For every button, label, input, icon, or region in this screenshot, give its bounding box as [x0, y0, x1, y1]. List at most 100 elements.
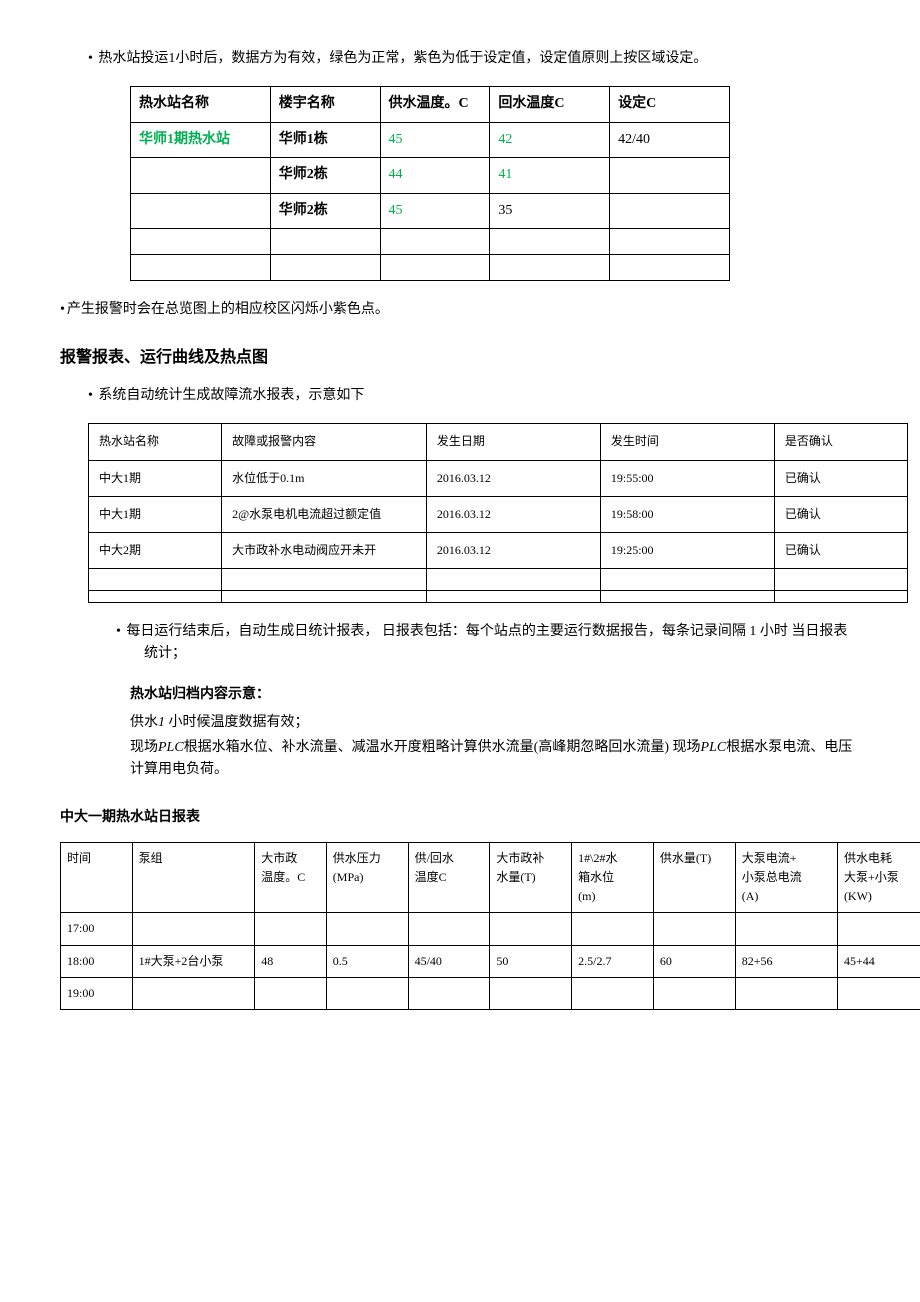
archive-l1c: 小时候温度数据有效；: [165, 715, 309, 730]
t3-h5: 供/回水 温度C: [408, 842, 490, 913]
table1-row: [131, 228, 730, 254]
archive-l2a: 现场: [130, 740, 158, 755]
intro-text: 热水站投运1小时后，数据方为有效，绿色为正常，紫色为低于设定值，设定值原则上按区…: [98, 51, 707, 66]
t3-temp: [255, 977, 327, 1009]
t1-set: 42/40: [610, 122, 730, 157]
section2-intro: 系统自动统计生成故障流水报表，示意如下: [88, 385, 860, 407]
table1-row: 华师2栋 45 35: [131, 193, 730, 228]
archive-l2b: PLC: [158, 740, 184, 755]
t3-h9: 大泵电流+ 小泵总电流 (A): [735, 842, 837, 913]
t3-h2: 泵组: [132, 842, 255, 913]
t3-level: [572, 913, 654, 945]
t3-supp: 50: [490, 945, 572, 977]
t3-amp: 82+56: [735, 945, 837, 977]
t1-supply: 45: [380, 122, 490, 157]
t3-h7: 1#\2#水 箱水位 (m): [572, 842, 654, 913]
t2-e: 已确认: [774, 460, 907, 496]
section2-intro-text: 系统自动统计生成故障流水报表，示意如下: [98, 388, 364, 403]
t3-kw: [837, 977, 920, 1009]
archive-l1b: 1: [158, 715, 165, 730]
t1-h2: 楼宇名称: [270, 87, 380, 122]
table1-row: 华师2栋 44 41: [131, 158, 730, 193]
alarm-note-paragraph: 产生报警时会在总览图上的相应校区闪烁小紫色点。: [60, 299, 860, 321]
t1-set: [610, 158, 730, 193]
t3-srt: [408, 977, 490, 1009]
t1-h3: 供水温度。C: [380, 87, 490, 122]
table1-row: 华师1期热水站 华师1栋 45 42 42/40: [131, 122, 730, 157]
t2-c: 2016.03.12: [426, 496, 600, 532]
t3-level: 2.5/2.7: [572, 945, 654, 977]
t1-station: 华师1期热水站: [131, 122, 271, 157]
table3-row: 18:00 1#大泵+2台小泵 48 0.5 45/40 50 2.5/2.7 …: [61, 945, 920, 977]
t3-press: [326, 977, 408, 1009]
table3-row: 19:00: [61, 977, 920, 1009]
archive-title: 热水站归档内容示意：: [130, 684, 860, 706]
t3-h8: 供水量(T): [653, 842, 735, 913]
t1-return: 35: [490, 193, 610, 228]
section-title: 报警报表、运行曲线及热点图: [60, 345, 860, 371]
t2-c: 2016.03.12: [426, 532, 600, 568]
t3-amp: [735, 913, 837, 945]
t3-supp: [490, 913, 572, 945]
t3-pump: [132, 913, 255, 945]
table1-header-row: 热水站名称 楼宇名称 供水温度。C 回水温度C 设定C: [131, 87, 730, 122]
t3-press: [326, 913, 408, 945]
t3-level: [572, 977, 654, 1009]
table3-header-row: 时间 泵组 大市政 温度。C 供水压力 (MPa) 供/回水 温度C 大市政补 …: [61, 842, 920, 913]
t1-supply: 45: [380, 193, 490, 228]
t3-pump: [132, 977, 255, 1009]
t2-d: 19:58:00: [600, 496, 774, 532]
t3-vol: [653, 913, 735, 945]
t2-c: 2016.03.12: [426, 460, 600, 496]
table3-title: 中大一期热水站日报表: [60, 807, 860, 829]
bullet-icon: [60, 302, 67, 317]
t3-h3: 大市政 温度。C: [255, 842, 327, 913]
alarm-log-table: 热水站名称 故障或报警内容 发生日期 发生时间 是否确认 中大1期 水位低于0.…: [88, 423, 908, 603]
table2-row: 中大1期 水位低于0.1m 2016.03.12 19:55:00 已确认: [89, 460, 908, 496]
t2-d: 19:55:00: [600, 460, 774, 496]
t1-building: 华师2栋: [270, 193, 380, 228]
t1-supply: 44: [380, 158, 490, 193]
t2-h2: 故障或报警内容: [222, 424, 427, 460]
daily-paragraph: 每日运行结束后，自动生成日统计报表， 日报表包括：每个站点的主要运行数据报告，每…: [88, 621, 860, 666]
t1-set: [610, 193, 730, 228]
t3-vol: 60: [653, 945, 735, 977]
t2-e: 已确认: [774, 496, 907, 532]
t2-a: 中大1期: [89, 460, 222, 496]
t3-supp: [490, 977, 572, 1009]
archive-l2c: 根据水箱水位、补水流量、减温水开度粗略计算供水流量(高峰期忽略回水流量) 现场: [184, 740, 701, 755]
t3-srt: 45/40: [408, 945, 490, 977]
t2-a: 中大1期: [89, 496, 222, 532]
t3-h1: 时间: [61, 842, 133, 913]
t3-h4: 供水压力 (MPa): [326, 842, 408, 913]
t1-station: [131, 193, 271, 228]
t1-station: [131, 158, 271, 193]
t2-e: 已确认: [774, 532, 907, 568]
t3-kw: [837, 913, 920, 945]
t2-d: 19:25:00: [600, 532, 774, 568]
t3-time: 18:00: [61, 945, 133, 977]
table2-row: 中大1期 2@水泵电机电流超过额定值 2016.03.12 19:58:00 已…: [89, 496, 908, 532]
daily-text: 每日运行结束后，自动生成日统计报表， 日报表包括：每个站点的主要运行数据报告，每…: [126, 624, 847, 661]
t1-building: 华师2栋: [270, 158, 380, 193]
t3-vol: [653, 977, 735, 1009]
archive-line1: 供水1 小时候温度数据有效；: [130, 712, 860, 734]
archive-line2: 现场PLC根据水箱水位、补水流量、减温水开度粗略计算供水流量(高峰期忽略回水流量…: [130, 737, 860, 782]
archive-l1a: 供水: [130, 715, 158, 730]
t3-srt: [408, 913, 490, 945]
t2-h4: 发生时间: [600, 424, 774, 460]
bullet-icon: [88, 388, 95, 403]
t1-return: 42: [490, 122, 610, 157]
t3-h6: 大市政补 水量(T): [490, 842, 572, 913]
t3-kw: 45+44: [837, 945, 920, 977]
t2-b: 水位低于0.1m: [222, 460, 427, 496]
t1-h4: 回水温度C: [490, 87, 610, 122]
t1-building: 华师1栋: [270, 122, 380, 157]
t1-h1: 热水站名称: [131, 87, 271, 122]
t3-temp: [255, 913, 327, 945]
t2-h1: 热水站名称: [89, 424, 222, 460]
t1-return: 41: [490, 158, 610, 193]
table3-row: 17:00: [61, 913, 920, 945]
daily-report-table: 时间 泵组 大市政 温度。C 供水压力 (MPa) 供/回水 温度C 大市政补 …: [60, 842, 920, 1010]
t2-b: 大市政补水电动阀应开未开: [222, 532, 427, 568]
